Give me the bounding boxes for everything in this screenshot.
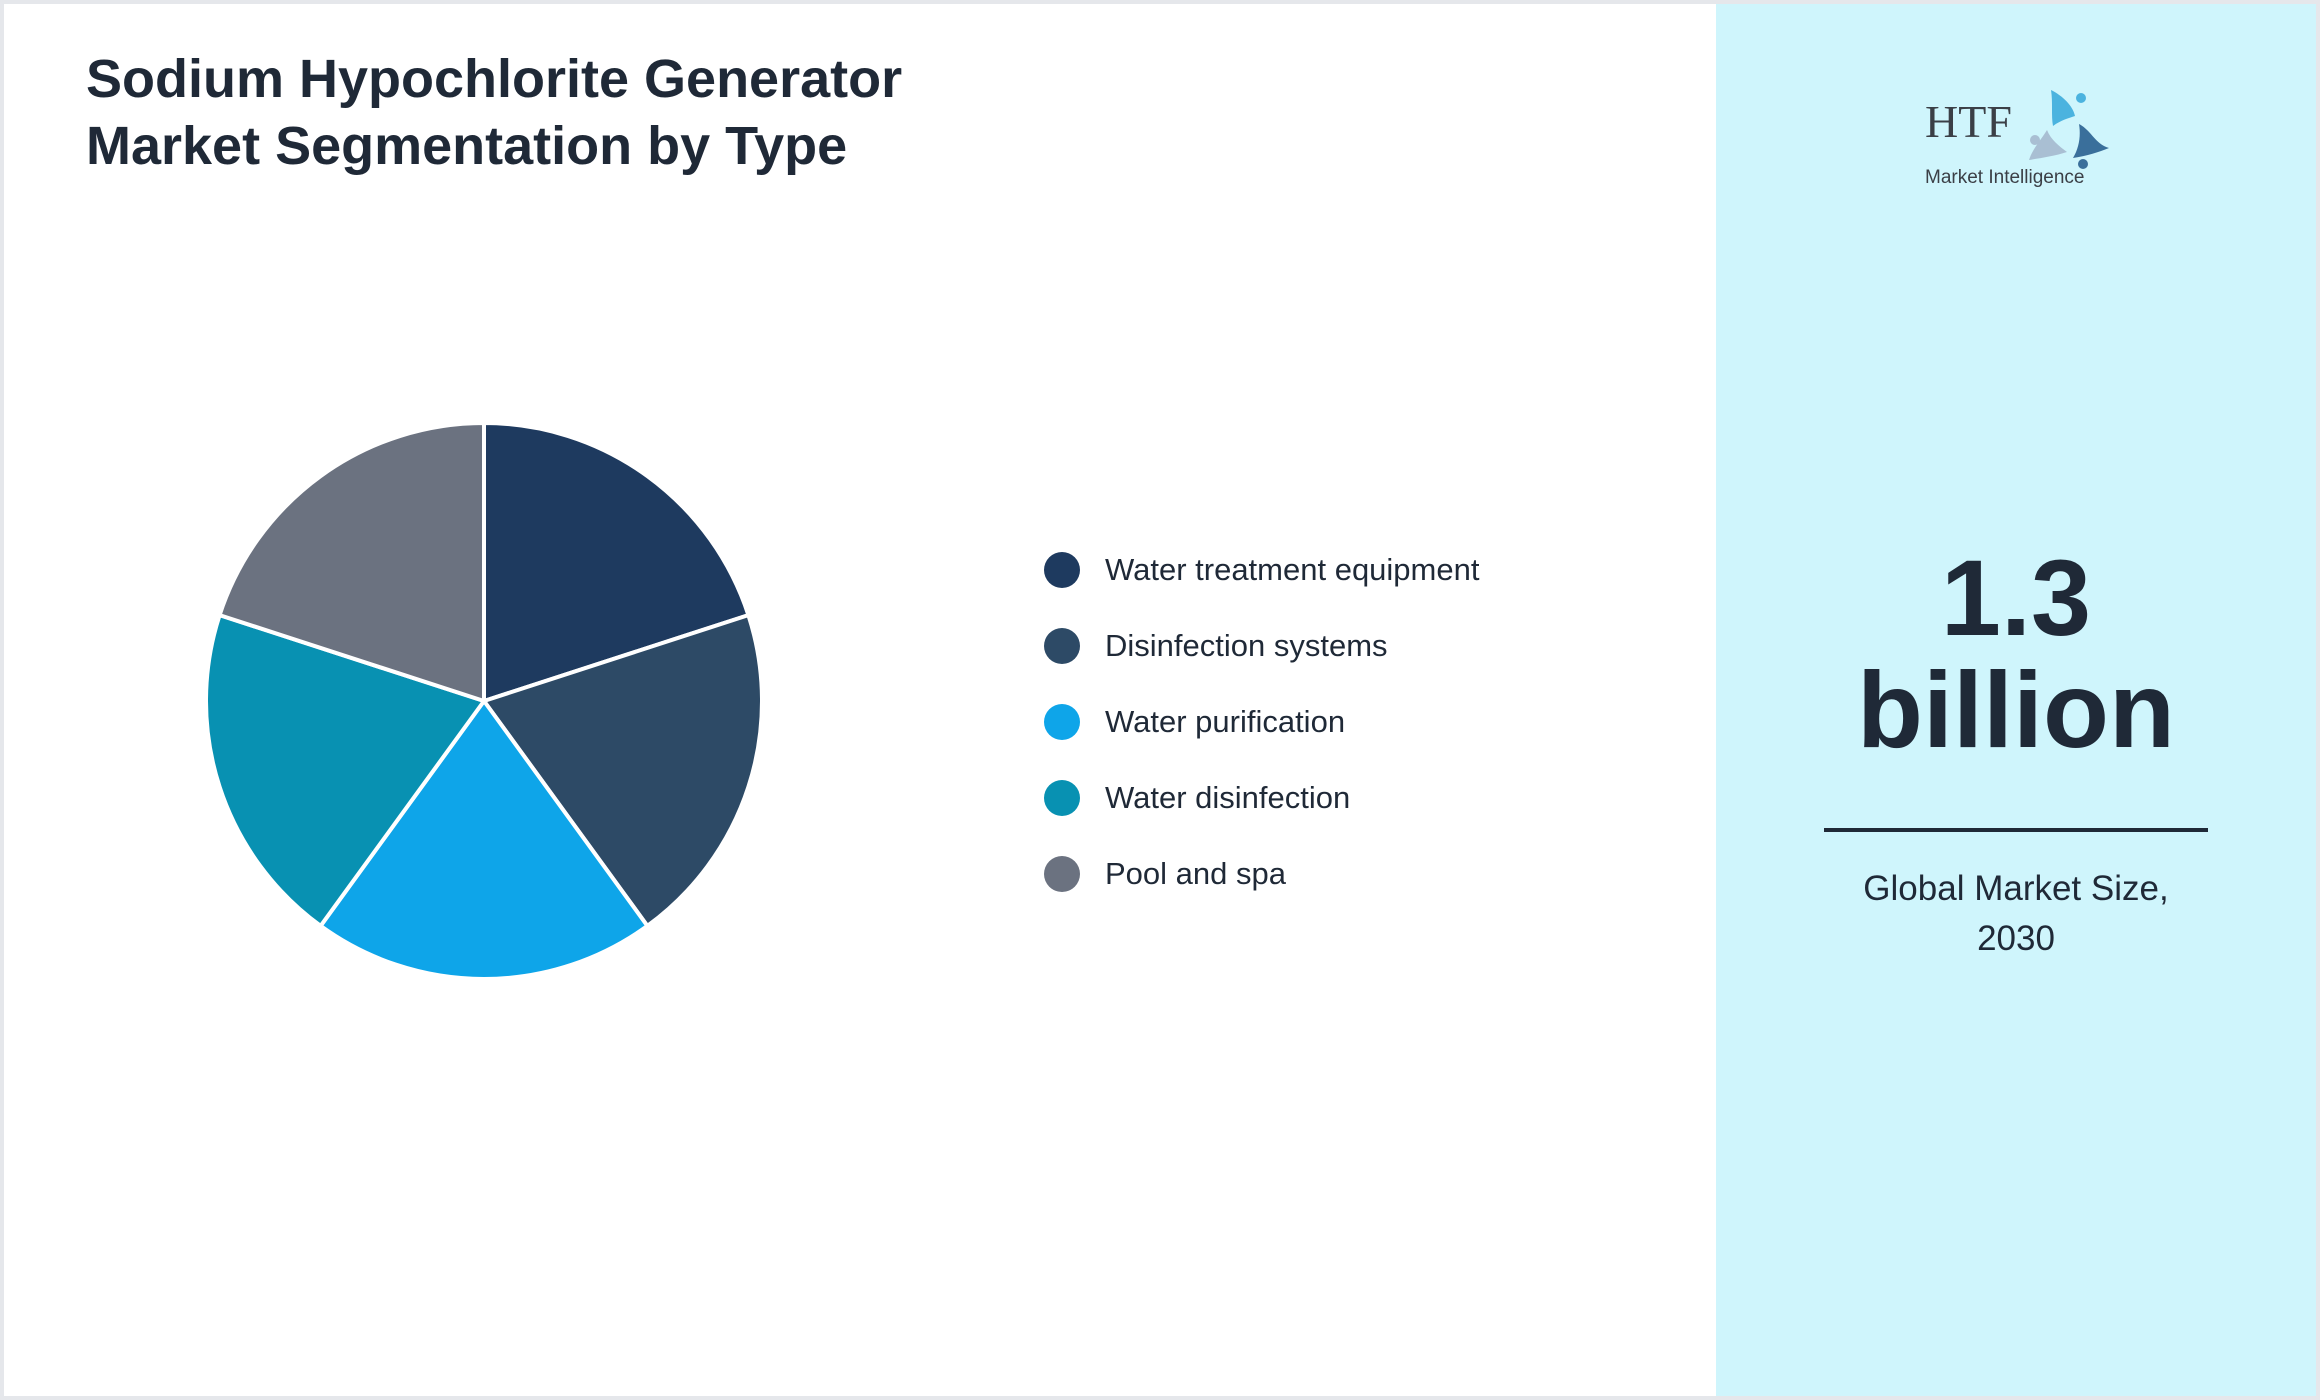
- divider-line: [1824, 828, 2208, 832]
- market-size-value: 1.3 billion: [1716, 542, 2316, 766]
- market-size-number: 1.3: [1940, 537, 2092, 658]
- legend-dot-icon: [1044, 856, 1080, 892]
- chart-title: Sodium Hypochlorite Generator Market Seg…: [86, 46, 1086, 180]
- caption-label: Global Market Size,: [1863, 869, 2169, 908]
- legend-item: Water disinfection: [1044, 760, 1479, 836]
- pie-slice-pool-and-spa: [217, 421, 486, 703]
- logo-figures-icon: [2029, 90, 2109, 169]
- pie-chart: [204, 421, 764, 978]
- logo-mark: HTF: [1925, 96, 2012, 147]
- infographic-card: Sodium Hypochlorite Generator Market Seg…: [4, 4, 2316, 1396]
- htf-logo: HTF Market Intelligence: [1925, 90, 2109, 188]
- chart-legend: Water treatment equipment Disinfection sy…: [1044, 532, 1479, 912]
- legend-label: Water purification: [1105, 704, 1346, 739]
- caption-year: 2030: [1977, 919, 2055, 958]
- market-size-unit: billion: [1857, 649, 2175, 770]
- logo-subtitle: Market Intelligence: [1925, 167, 2084, 188]
- legend-label: Disinfection systems: [1105, 628, 1388, 663]
- legend-dot-icon: [1044, 628, 1080, 664]
- pie-slice-water-disinfection: [204, 613, 486, 928]
- chart-title-line2: Market Segmentation by Type: [86, 116, 848, 176]
- market-size-caption: Global Market Size, 2030: [1716, 864, 2316, 964]
- legend-dot-icon: [1044, 552, 1080, 588]
- legend-label: Water treatment equipment: [1105, 552, 1480, 587]
- legend-item: Disinfection systems: [1044, 608, 1479, 684]
- legend-item: Water purification: [1044, 684, 1479, 760]
- chart-title-line1: Sodium Hypochlorite Generator: [86, 49, 903, 109]
- legend-item: Pool and spa: [1044, 836, 1479, 912]
- legend-item: Water treatment equipment: [1044, 532, 1479, 608]
- pie-slice-disinfection-systems: [482, 613, 764, 928]
- legend-label: Pool and spa: [1105, 856, 1286, 891]
- pie-slice-water-treatment-equipment: [482, 421, 751, 703]
- legend-dot-icon: [1044, 780, 1080, 816]
- market-size-panel: HTF Market Intelligence 1.3 billion Glob…: [1716, 4, 2316, 1396]
- legend-dot-icon: [1044, 704, 1080, 740]
- pie-slice-water-purification: [318, 699, 650, 978]
- legend-label: Water disinfection: [1105, 780, 1351, 815]
